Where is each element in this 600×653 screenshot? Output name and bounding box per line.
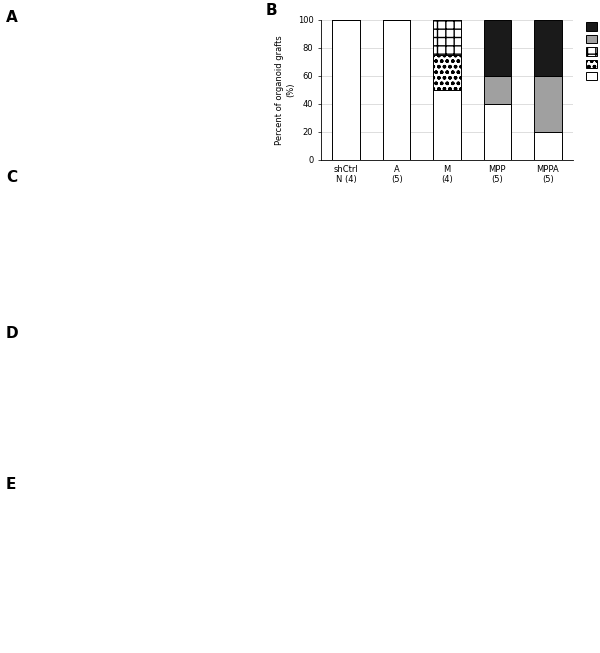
Bar — [534, 20, 562, 76]
Bar — [484, 76, 511, 104]
Bar — [484, 104, 511, 160]
Text: B: B — [266, 3, 277, 18]
Bar — [534, 76, 562, 132]
Text: D: D — [6, 326, 19, 342]
Text: A: A — [6, 10, 18, 25]
Text: E: E — [6, 477, 16, 492]
Text: C: C — [6, 170, 17, 185]
Bar — [433, 20, 461, 55]
Bar — [534, 132, 562, 160]
Bar — [383, 20, 410, 160]
Y-axis label: Percent of organoid grafts
(%): Percent of organoid grafts (%) — [275, 35, 295, 145]
Bar — [484, 20, 511, 76]
Legend: Adenocarcinoma, PIN, Squamous cell metaplasia, Basal cell hyperplasia, Benign or: Adenocarcinoma, PIN, Squamous cell metap… — [584, 21, 600, 82]
Bar — [433, 55, 461, 89]
Bar — [433, 89, 461, 160]
Bar — [332, 20, 360, 160]
